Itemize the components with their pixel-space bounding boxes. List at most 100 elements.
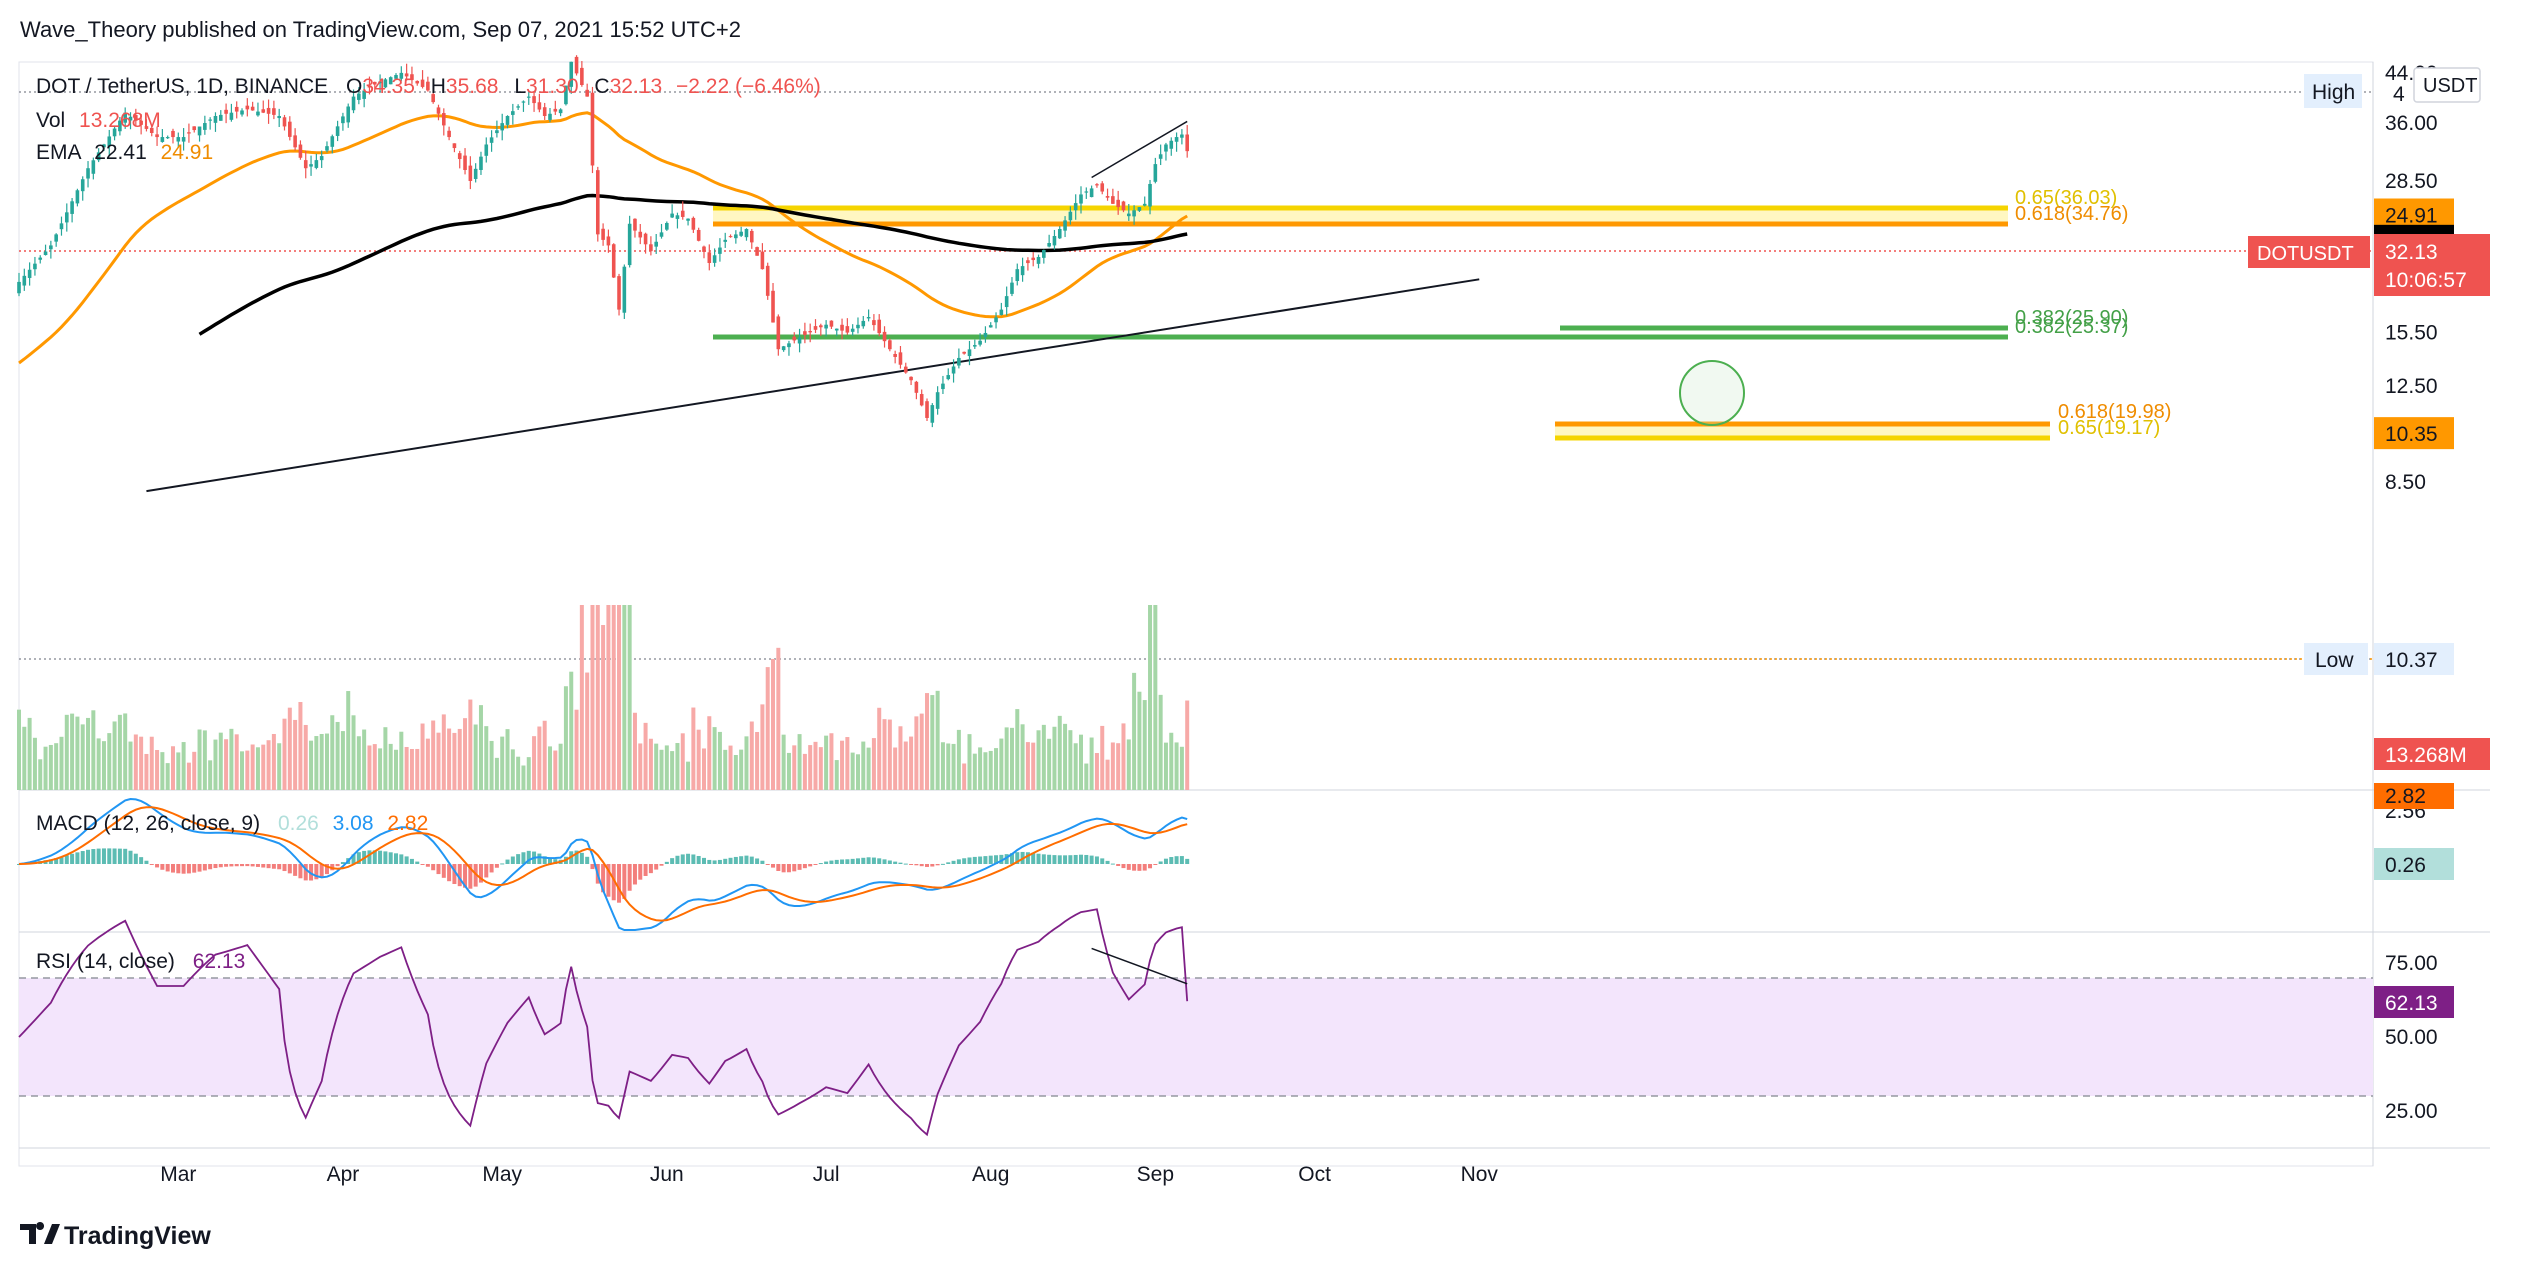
macd-histogram-bar [1079, 854, 1083, 864]
volume-bar [686, 761, 691, 790]
volume-bar [176, 752, 181, 790]
macd-histogram-bar [903, 863, 908, 865]
macd-line [18, 797, 1188, 931]
time-axis-label: Jul [813, 1163, 840, 1186]
candle [850, 328, 855, 332]
currency-button[interactable] [2413, 67, 2481, 103]
volume-bar [351, 715, 356, 790]
macd-histogram-bar [617, 864, 622, 903]
volume-bar [516, 756, 521, 790]
candle [888, 340, 892, 350]
macd-histogram-bar [1126, 864, 1131, 870]
candle [622, 266, 627, 313]
candle [691, 217, 696, 230]
volume-bar [500, 736, 505, 790]
volume-bar [255, 747, 260, 790]
candle [250, 106, 255, 111]
time-axis-label: Nov [1461, 1163, 1499, 1186]
time-axis[interactable]: Mar Apr May Jun Jul Aug Sep Oct Nov [160, 1163, 1498, 1186]
time-axis-label: Oct [1298, 1163, 1331, 1186]
candle [1031, 257, 1036, 261]
candle [272, 108, 276, 115]
volume-bar [1132, 672, 1137, 790]
candle [442, 113, 446, 126]
volume-bar [574, 709, 579, 790]
volume-bar [96, 738, 101, 790]
rsi-axis[interactable]: 75.00 50.00 25.00 [2385, 952, 2438, 1123]
volume-bar [1110, 742, 1115, 790]
macd-histogram-bar [1041, 854, 1046, 864]
volume-bar [659, 749, 664, 790]
volume-bar [1089, 737, 1094, 790]
volume-bar [877, 707, 882, 790]
macd-histogram-bar [208, 864, 213, 870]
tradingview-logo[interactable]: TradingView [20, 1222, 211, 1250]
candle [930, 405, 935, 423]
candle [553, 108, 558, 112]
low-value-label: 10.37 [2385, 649, 2438, 672]
macd-histogram-bar [861, 857, 866, 864]
price-axis[interactable]: 44.0036.0028.5018.5015.5012.508.5024.912… [2374, 62, 2490, 770]
macd-histogram-bar [834, 859, 839, 864]
macd-histogram-bar [1174, 856, 1179, 864]
candle [516, 106, 520, 108]
high-label-box[interactable] [2304, 74, 2362, 108]
candle [1100, 183, 1105, 192]
volume-bar [463, 718, 468, 790]
candle [22, 275, 27, 286]
volume-bar [978, 747, 983, 790]
candle [256, 111, 260, 116]
candle [797, 337, 802, 344]
candle [951, 366, 956, 374]
candle [872, 320, 876, 326]
volume-bar [372, 744, 377, 790]
macd-histogram-bar [425, 864, 430, 867]
volume-bar [1031, 742, 1036, 790]
volume-bar [712, 727, 717, 790]
candle [319, 156, 324, 161]
volume-bar [22, 726, 27, 790]
volume-bar [972, 753, 977, 790]
macd-histogram-bar [1004, 854, 1009, 864]
high-axis-partial: 4 [2393, 83, 2405, 106]
volume-bar [27, 717, 32, 790]
rsi-value: 62.13 [193, 950, 246, 973]
publisher-line: Wave_Theory published on TradingView.com… [20, 17, 741, 42]
legend-c-label: C [594, 75, 609, 98]
volume-bar [606, 605, 611, 790]
candle [325, 146, 329, 151]
volume-bar [245, 750, 250, 790]
volume-bar [494, 757, 499, 790]
ema-fast-line [198, 193, 1188, 336]
volume-bar [409, 748, 414, 790]
volume-bar [802, 753, 807, 790]
macd-histogram-bar [1179, 856, 1184, 864]
macd-histogram-bar [733, 856, 738, 864]
macd-histogram-bar [176, 864, 181, 874]
price-axis-label: 15.50 [2385, 322, 2438, 345]
candle [1158, 154, 1163, 159]
macd-histogram-bar [399, 854, 404, 864]
candle [670, 213, 674, 218]
macd-histogram-bar [1132, 864, 1137, 871]
candle [739, 231, 743, 236]
candle [293, 135, 297, 148]
rsi-axis-label: 25.00 [2385, 1100, 2438, 1123]
volume-bar [404, 746, 409, 790]
volume-bar [1126, 739, 1131, 790]
volume-bar [436, 732, 441, 790]
candle [245, 105, 250, 110]
volume-bar [675, 743, 680, 790]
candle [813, 326, 818, 330]
candle [420, 79, 425, 87]
candle [1174, 137, 1179, 142]
macd-histogram-bar [978, 856, 983, 864]
macd-histogram-bar [271, 864, 276, 869]
macd-histogram-bar [1068, 855, 1073, 864]
macd-histogram-bar [86, 849, 91, 864]
macd-histogram-bar [356, 852, 361, 864]
volume-bar [585, 672, 590, 790]
low-label-box[interactable] [2304, 643, 2368, 675]
macd-histogram-bar [792, 864, 797, 872]
candle [1036, 257, 1041, 264]
